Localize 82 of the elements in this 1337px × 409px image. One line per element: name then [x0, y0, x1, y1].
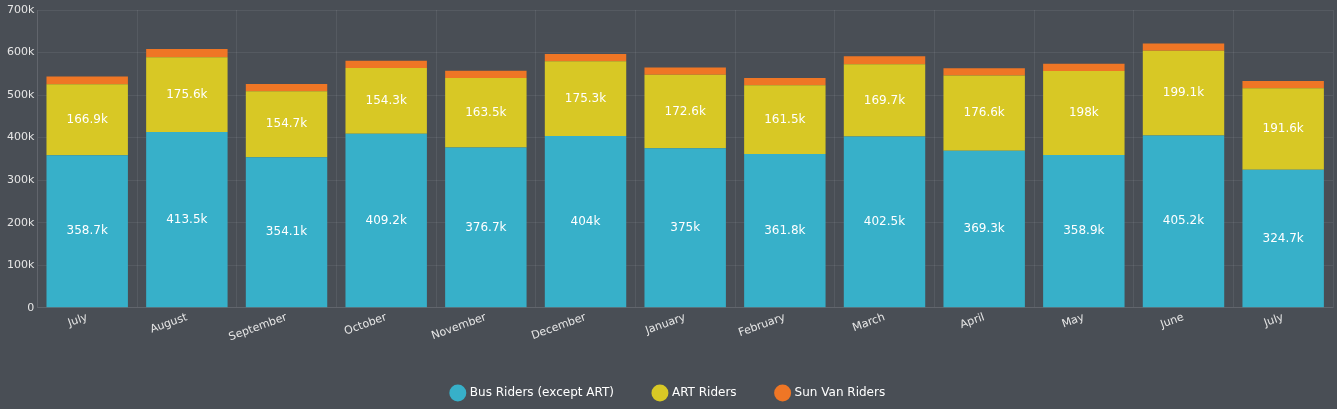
data-label: 176.6k — [963, 105, 1005, 120]
data-label: 375k — [670, 219, 701, 234]
data-label: 413.5k — [166, 211, 208, 226]
x-tick-label: May — [1060, 310, 1087, 331]
bar — [146, 131, 228, 308]
bar — [445, 70, 527, 78]
bar — [46, 76, 128, 85]
legend-label: Sun Van Riders — [794, 385, 886, 400]
data-label: 324.7k — [1262, 230, 1304, 245]
data-label: 404k — [570, 213, 601, 228]
bar — [1043, 63, 1125, 71]
data-label: 376.7k — [465, 219, 507, 234]
bar — [1142, 50, 1225, 136]
x-tick-label: June — [1157, 310, 1186, 332]
data-label: 154.7k — [265, 116, 308, 131]
data-label: 172.6k — [664, 103, 706, 118]
bar — [1142, 135, 1225, 308]
y-tick-label: 500k — [6, 87, 35, 101]
data-label: 405.2k — [1162, 213, 1205, 228]
bar — [345, 68, 427, 134]
bar — [843, 64, 926, 137]
bar — [943, 150, 1025, 308]
y-tick-label: 200k — [6, 215, 35, 229]
x-tick-label: July — [65, 310, 90, 330]
bar — [544, 54, 627, 62]
data-label: 198k — [1068, 105, 1099, 120]
bar — [1142, 43, 1225, 51]
data-label: 358.7k — [66, 223, 108, 238]
bar — [943, 68, 1025, 76]
y-tick-label: 300k — [6, 173, 35, 187]
x-tick-label: July — [1261, 310, 1286, 330]
bar — [245, 91, 328, 158]
data-label: 166.9k — [66, 111, 108, 126]
bar — [245, 157, 328, 308]
data-label: 354.1k — [265, 224, 308, 239]
data-label: 369.3k — [963, 221, 1005, 236]
data-label: 169.7k — [863, 92, 906, 107]
bar — [843, 56, 926, 65]
bar — [843, 136, 926, 308]
y-tick-label: 100k — [6, 258, 35, 272]
bar — [644, 67, 726, 75]
y-tick-label: 0 — [27, 300, 35, 314]
data-label: 191.6k — [1262, 121, 1304, 136]
data-label: 358.9k — [1063, 223, 1105, 238]
bar — [1242, 88, 1324, 170]
bar — [1043, 70, 1125, 156]
bar — [1043, 155, 1125, 308]
data-label: 199.1k — [1162, 85, 1205, 100]
data-label: 154.3k — [365, 93, 407, 108]
bar — [744, 77, 826, 86]
bar — [1242, 169, 1324, 308]
data-label: 361.8k — [764, 222, 806, 237]
bar — [744, 85, 826, 154]
bar — [245, 84, 328, 92]
y-tick-label: 700k — [6, 2, 35, 16]
bar — [445, 77, 527, 148]
bar — [345, 60, 427, 69]
bar — [146, 57, 228, 132]
x-tick-label: April — [958, 310, 987, 332]
legend-label: ART Riders — [671, 385, 737, 400]
data-label: 175.6k — [166, 86, 208, 101]
data-label: 409.2k — [365, 212, 407, 227]
bar — [644, 74, 726, 149]
legend-label: Bus Riders (except ART) — [469, 385, 614, 400]
bar — [46, 155, 128, 308]
bar — [345, 133, 427, 308]
y-tick-label: 400k — [6, 130, 35, 144]
data-label: 163.5k — [465, 104, 507, 119]
bar — [644, 148, 726, 308]
y-tick-label: 600k — [6, 45, 35, 59]
bar — [1242, 80, 1324, 89]
data-label: 161.5k — [764, 111, 806, 126]
bar — [46, 84, 128, 156]
bar — [943, 75, 1025, 151]
bar — [744, 153, 826, 308]
bar — [544, 61, 627, 136]
data-label: 402.5k — [863, 214, 906, 229]
bar — [146, 49, 228, 58]
x-tick-label: March — [850, 310, 887, 334]
data-label: 175.3k — [564, 90, 607, 105]
bar — [544, 135, 627, 308]
bar — [445, 147, 527, 308]
